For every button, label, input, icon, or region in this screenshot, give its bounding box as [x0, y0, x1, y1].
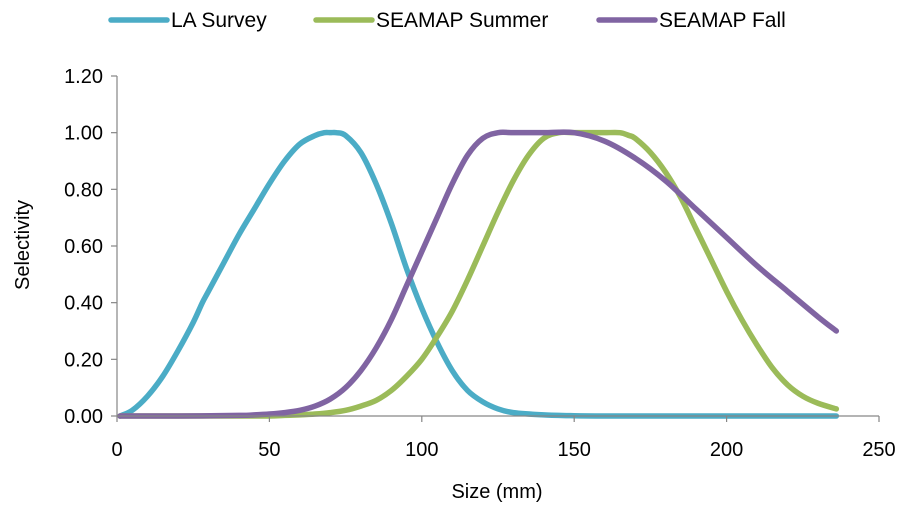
y-axis-ticks: 0.00 0.20 0.40 0.60 0.80 1.00 1.20 [64, 66, 117, 428]
y-tick-label: 1.00 [64, 123, 103, 145]
legend-entry-seamap-fall: SEAMAP Fall [596, 9, 786, 32]
x-tick-label: 200 [710, 439, 743, 461]
x-tick-label: 100 [405, 439, 438, 461]
y-tick-label: 0.80 [64, 179, 103, 201]
x-tick-label: 0 [111, 439, 122, 461]
legend-entry-la-survey: LA Survey [108, 9, 267, 32]
legend-label: SEAMAP Fall [659, 9, 786, 32]
y-tick-label: 0.20 [64, 349, 103, 371]
x-tick-label: 150 [558, 439, 591, 461]
series-line-la-survey [117, 129, 840, 419]
x-axis-ticks: 0 50 100 150 200 250 [111, 416, 896, 461]
y-axis-title: Selectivity [12, 200, 34, 290]
legend: LA Survey SEAMAP Summer SEAMAP Fall [108, 9, 786, 32]
legend-entry-seamap-summer: SEAMAP Summer [313, 9, 548, 32]
series-line-seamap-summer [117, 129, 840, 419]
legend-label: LA Survey [171, 9, 267, 32]
y-tick-label: 0.60 [64, 236, 103, 258]
x-tick-label: 50 [258, 439, 280, 461]
y-tick-label: 0.40 [64, 293, 103, 315]
y-tick-label: 1.20 [64, 66, 103, 88]
x-axis-title: Size (mm) [451, 481, 542, 503]
legend-label: SEAMAP Summer [376, 9, 548, 32]
y-tick-label: 0.00 [64, 406, 103, 428]
series-seamap-summer [117, 129, 840, 419]
x-tick-label: 250 [862, 439, 895, 461]
series-la-survey [117, 129, 840, 419]
series-line-seamap-fall [117, 129, 840, 419]
plot-area [117, 129, 840, 419]
series-seamap-fall [117, 129, 840, 419]
